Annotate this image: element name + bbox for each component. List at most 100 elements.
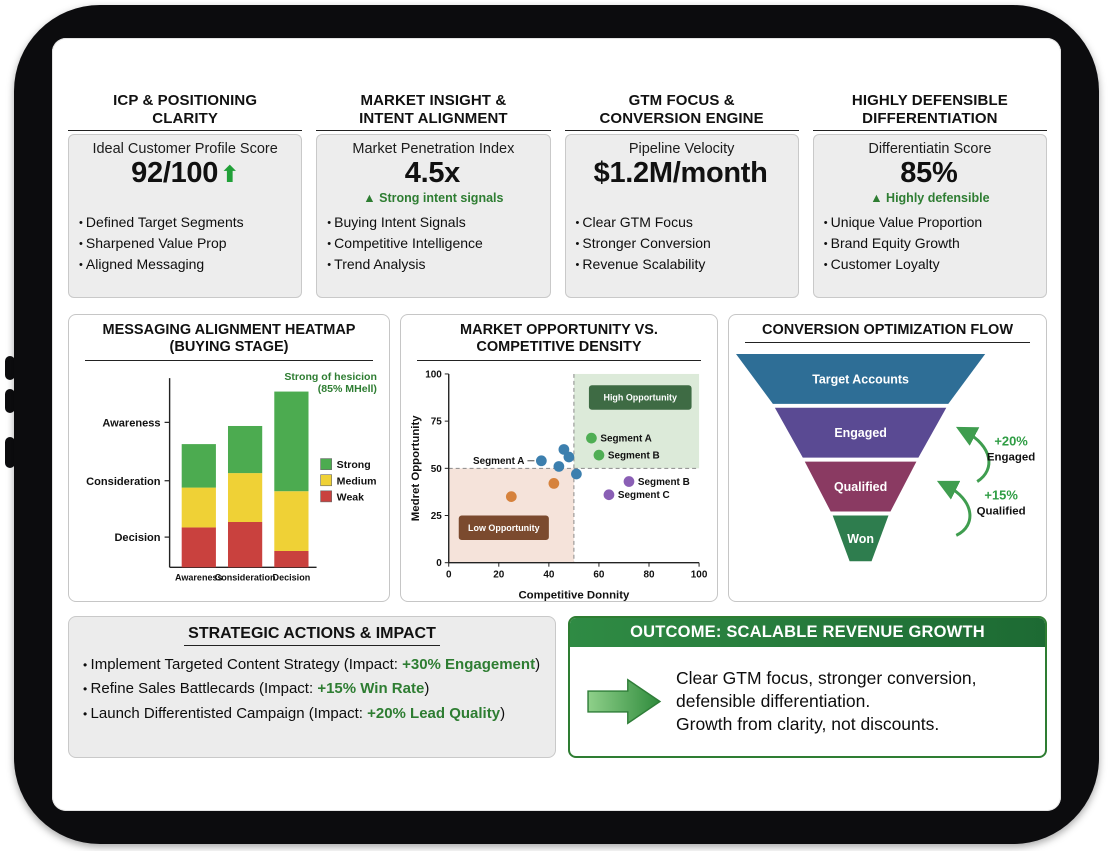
messaging-heatmap-panel: MESSAGING ALIGNMENT HEATMAP (BUYING STAG…	[68, 314, 390, 602]
kpi-bullet-item: Revenue Scalability	[576, 254, 788, 275]
kpi-bullet-item: Clear GTM Focus	[576, 212, 788, 233]
svg-text:Segment B: Segment B	[608, 450, 660, 461]
kpi-bullet-item: Buying Intent Signals	[327, 212, 539, 233]
svg-text:Consideration: Consideration	[86, 476, 161, 488]
svg-text:Segment A: Segment A	[600, 433, 651, 444]
svg-text:(85% MHell): (85% MHell)	[318, 383, 377, 395]
kpi-bullet-list: Clear GTM Focus Stronger Conversion Reve…	[576, 212, 788, 275]
kpi-subtitle: Ideal Customer Profile Score	[92, 141, 278, 158]
kpi-note: ▲ Highly defensible	[870, 190, 990, 205]
funnel-chart: Target Accounts Engaged Qualified Won +20% En…	[736, 354, 1035, 562]
heatmap-title: MESSAGING ALIGNMENT HEATMAP (BUYING STAG…	[85, 322, 373, 361]
svg-text:Awareness: Awareness	[175, 572, 223, 582]
svg-text:Target Accounts: Target Accounts	[812, 373, 909, 387]
svg-text:Decision: Decision	[273, 572, 311, 582]
kpi-card-gtm-focus: GTM FOCUS & CONVERSION ENGINE Pipeline V…	[564, 92, 799, 298]
kpi-bullet-item: Trend Analysis	[327, 254, 539, 275]
kpi-note: ▲ Strong intent signals	[363, 190, 504, 205]
outcome-header: OUTCOME: SCALABLE REVENUE GROWTH	[570, 618, 1045, 647]
kpi-card-icp-positioning: ICP & POSITIONING CLARITY Ideal Customer…	[68, 92, 303, 298]
svg-text:Engaged: Engaged	[834, 427, 887, 441]
svg-text:Segment B: Segment B	[638, 477, 690, 488]
kpi-box: Differentiatin Score 85% ▲ Highly defens…	[812, 134, 1047, 298]
svg-text:Weak: Weak	[337, 491, 364, 503]
volume-down-button	[5, 389, 15, 413]
strategic-item: Refine Sales Battlecards (Impact: +15% W…	[83, 677, 541, 701]
svg-text:Segment A: Segment A	[473, 456, 524, 467]
svg-text:20: 20	[493, 569, 505, 580]
kpi-bullet-list: Buying Intent Signals Competitive Intell…	[327, 212, 539, 275]
svg-text:Consideration: Consideration	[215, 572, 276, 582]
kpi-subtitle: Market Penetration Index	[352, 141, 515, 158]
up-arrow-icon: ⬆	[220, 161, 240, 188]
side-switch-button	[5, 437, 15, 468]
svg-text:Qualified: Qualified	[977, 506, 1026, 518]
svg-text:0: 0	[436, 558, 442, 569]
impact-highlight: +20% Lead Quality	[367, 704, 501, 722]
kpi-subtitle: Differentiatin Score	[868, 141, 992, 158]
charts-row: MESSAGING ALIGNMENT HEATMAP (BUYING STAG…	[68, 314, 1047, 602]
strategic-actions-panel: STRATEGIC ACTIONS & IMPACT Implement Tar…	[68, 616, 556, 758]
svg-text:40: 40	[543, 569, 555, 580]
heatmap-chart: AwarenessConsiderationDecisionAwarenessC…	[86, 371, 377, 582]
kpi-note	[576, 191, 788, 208]
outcome-text: Clear GTM focus, stronger conversion, de…	[676, 668, 977, 734]
svg-text:Qualified: Qualified	[834, 480, 887, 494]
svg-text:25: 25	[431, 511, 443, 522]
tablet-bezel: ICP & POSITIONING CLARITY Ideal Customer…	[14, 5, 1099, 844]
kpi-bullet-item: Brand Equity Growth	[824, 233, 1036, 254]
volume-up-button	[5, 356, 15, 380]
kpi-bullet-item: Unique Value Proportion	[824, 212, 1036, 233]
scatter-chart: 0 20 40 60 80 100 0 25 50 75 100 High Opportunity Lo…	[410, 369, 708, 601]
kpi-bullet-item: Aligned Messaging	[79, 254, 291, 275]
svg-text:Low Opportunity: Low Opportunity	[468, 523, 540, 533]
svg-text:+20%: +20%	[994, 434, 1028, 449]
kpi-title: GTM FOCUS & CONVERSION ENGINE	[564, 92, 799, 132]
kpi-bullet-list: Unique Value Proportion Brand Equity Gro…	[824, 212, 1036, 275]
funnel-title: CONVERSION OPTIMIZATION FLOW	[745, 322, 1030, 344]
svg-text:Engaged: Engaged	[987, 452, 1035, 464]
kpi-bullet-item: Stronger Conversion	[576, 233, 788, 254]
svg-text:50: 50	[431, 464, 443, 475]
svg-text:Won: Won	[847, 532, 874, 546]
kpi-box: Pipeline Velocity $1.2M/month Clear GTM …	[564, 134, 799, 298]
strategic-title: STRATEGIC ACTIONS & IMPACT	[184, 625, 440, 646]
strategic-list: Implement Targeted Content Strategy (Imp…	[83, 653, 541, 726]
summary-row: STRATEGIC ACTIONS & IMPACT Implement Tar…	[68, 616, 1047, 758]
right-arrow-icon	[587, 678, 662, 725]
kpi-title: HIGHLY DEFENSIBLE DIFFERENTIATION	[812, 92, 1047, 132]
conversion-flow-panel: CONVERSION OPTIMIZATION FLOW Target Acco…	[728, 314, 1047, 602]
kpi-card-differentiation: HIGHLY DEFENSIBLE DIFFERENTIATION Differ…	[812, 92, 1047, 298]
svg-text:100: 100	[691, 569, 708, 580]
svg-text:Decision: Decision	[114, 532, 160, 544]
strategic-item: Implement Targeted Content Strategy (Imp…	[83, 653, 541, 677]
kpi-bullet-item: Competitive Intelligence	[327, 233, 539, 254]
svg-text:Segment C: Segment C	[618, 490, 670, 501]
svg-text:75: 75	[431, 416, 443, 427]
svg-text:80: 80	[643, 569, 655, 580]
kpi-bullet-item: Customer Loyalty	[824, 254, 1036, 275]
svg-text:Strong: Strong	[337, 459, 371, 471]
svg-text:Medium: Medium	[337, 475, 377, 487]
kpi-title: ICP & POSITIONING CLARITY	[68, 92, 303, 132]
kpi-value: 4.5x	[404, 157, 461, 190]
kpi-note	[79, 191, 291, 208]
outcome-panel: OUTCOME: SCALABLE REVENUE GROWTH	[568, 616, 1047, 758]
kpi-bullet-list: Defined Target Segments Sharpened Value …	[79, 212, 291, 275]
impact-highlight: +30% Engagement	[402, 656, 536, 673]
svg-text:0: 0	[446, 569, 452, 580]
strategic-item: Launch Differentisted Campaign (Impact: …	[83, 702, 541, 726]
kpi-box: Ideal Customer Profile Score 92/100⬆ Def…	[68, 134, 303, 298]
svg-text:Medret Opportunity: Medret Opportunity	[410, 415, 422, 521]
market-opportunity-panel: MARKET OPPORTUNITY VS. COMPETITIVE DENSI…	[400, 314, 718, 602]
tablet-screen: ICP & POSITIONING CLARITY Ideal Customer…	[52, 38, 1061, 811]
svg-text:Competitive Donnity: Competitive Donnity	[518, 589, 630, 601]
svg-text:Strong of hesicion: Strong of hesicion	[284, 371, 377, 383]
kpi-bullet-item: Defined Target Segments	[79, 212, 291, 233]
kpi-row: ICP & POSITIONING CLARITY Ideal Customer…	[68, 92, 1047, 298]
kpi-value: $1.2M/month	[593, 157, 768, 190]
kpi-title: MARKET INSIGHT & INTENT ALIGNMENT	[316, 92, 551, 132]
svg-text:Awareness: Awareness	[102, 417, 160, 429]
outcome-body: Clear GTM focus, stronger conversion, de…	[570, 647, 1045, 756]
svg-text:60: 60	[593, 569, 605, 580]
